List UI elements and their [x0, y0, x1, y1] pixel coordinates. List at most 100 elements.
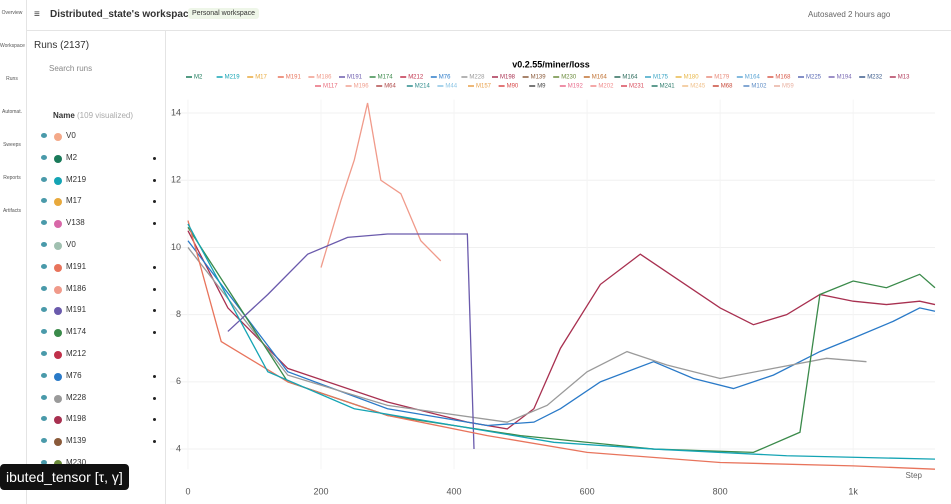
legend-label: M9 [537, 84, 546, 90]
x-tick-label: 600 [580, 486, 595, 496]
x-tick-label: 800 [713, 486, 728, 496]
legend-label: M232 [867, 75, 883, 81]
nav-label: Overview [1, 10, 23, 16]
run-row[interactable]: M219 [27, 172, 163, 193]
name-column[interactable]: Name [53, 111, 75, 120]
run-name: V138 [66, 218, 85, 228]
legend-label: M139 [531, 75, 547, 81]
series-line [187, 220, 936, 470]
run-name: M2 [66, 152, 78, 162]
menu-icon[interactable]: ≡ [34, 9, 40, 20]
run-row[interactable]: M212 [27, 346, 163, 367]
legend-label: M194 [837, 75, 853, 81]
run-color [54, 372, 62, 381]
nav-item[interactable]: Artifacts [0, 208, 24, 214]
nav-item[interactable]: Reports [0, 175, 24, 181]
run-color [54, 285, 62, 294]
nav-item[interactable]: Runs [0, 76, 24, 82]
legend-label: M230 [561, 75, 577, 81]
run-dot [153, 222, 156, 226]
run-name: M230 [66, 458, 87, 467]
run-dot [153, 156, 156, 160]
tooltip-overlay: ibuted_tensor [τ, γ] [0, 464, 129, 490]
run-name: V0 [66, 240, 76, 249]
nav-label: Automat. [1, 109, 22, 115]
run-row[interactable]: V0 [27, 237, 163, 258]
run-row[interactable]: M191 [27, 302, 163, 323]
workspace-title[interactable]: Distributed_state's workspace [50, 9, 195, 20]
legend-label: M180 [684, 75, 700, 81]
y-tick-label: 14 [171, 107, 181, 117]
run-color [54, 438, 62, 447]
visibility-icon [41, 242, 47, 247]
run-dot [153, 309, 156, 313]
x-axis-label: Step [906, 471, 923, 480]
run-color [54, 351, 62, 359]
nav-item[interactable]: Overview [0, 10, 24, 16]
visibility-icon [41, 263, 47, 269]
run-name: M191 [66, 261, 87, 271]
x-tick-label: 400 [447, 486, 462, 496]
x-tick-label: 0 [185, 486, 190, 496]
visualized-count: (109 visualized) [77, 111, 134, 120]
legend-label: M157 [476, 84, 492, 90]
nav-label: Runs [6, 76, 18, 82]
y-tick-label: 6 [176, 376, 181, 386]
legend-label: M179 [714, 75, 730, 81]
run-color [54, 133, 62, 141]
run-row[interactable]: M228 [27, 390, 163, 411]
nav-item[interactable]: Sweeps [0, 142, 24, 148]
run-row[interactable]: V138 [27, 215, 163, 236]
nav-item[interactable]: Automat. [0, 109, 24, 115]
run-color [54, 263, 62, 272]
legend-label: M225 [806, 75, 822, 81]
run-row[interactable]: M17 [27, 193, 163, 214]
run-row[interactable]: M198 [27, 411, 163, 432]
run-row[interactable]: M174 [27, 324, 163, 345]
legend-label: M191 [286, 75, 302, 81]
legend-label: M17 [255, 75, 267, 81]
legend-label: M174 [378, 75, 394, 81]
run-name: M191 [66, 305, 87, 315]
nav-label: Sweeps [3, 142, 21, 148]
search-runs[interactable]: Search runs [49, 64, 93, 73]
series-line [320, 102, 442, 268]
nav-item[interactable]: Workspace [0, 43, 25, 49]
legend-label: M219 [225, 75, 241, 81]
run-row[interactable]: M76 [27, 368, 163, 389]
legend-label: M191 [347, 75, 363, 81]
legend-label: M102 [751, 84, 767, 90]
run-row[interactable]: M139 [27, 433, 163, 454]
run-name: M174 [66, 327, 87, 337]
visibility-icon [41, 329, 47, 335]
run-row[interactable]: M2 [27, 150, 163, 171]
run-row[interactable]: M186 [27, 281, 163, 302]
legend-label: M90 [507, 84, 519, 90]
legend-label: M192 [568, 84, 584, 90]
x-tick-label: 200 [313, 486, 328, 496]
legend-label: M196 [354, 84, 370, 90]
run-row[interactable]: V0 [27, 128, 163, 149]
run-name: M212 [66, 349, 87, 358]
run-dot [153, 265, 156, 269]
run-name: M228 [66, 392, 87, 402]
run-color [54, 416, 62, 425]
visibility-icon [41, 176, 47, 182]
nav-label: Workspace [0, 43, 25, 49]
runs-title: Runs (2137) [34, 40, 90, 51]
visibility-icon [41, 198, 47, 204]
workspace-badge[interactable]: Personal workspace [188, 8, 260, 19]
legend-label: M202 [598, 84, 614, 90]
visibility-icon [41, 460, 47, 465]
legend-label: M231 [629, 84, 645, 90]
run-name: M186 [66, 283, 87, 293]
visibility-icon [41, 372, 47, 378]
run-row[interactable]: M191 [27, 259, 163, 280]
run-dot [153, 418, 156, 422]
run-color [54, 220, 62, 229]
nav-label: Reports [3, 175, 21, 181]
visibility-icon [41, 438, 47, 444]
visibility-icon [41, 416, 47, 422]
legend-label: M175 [653, 75, 669, 81]
